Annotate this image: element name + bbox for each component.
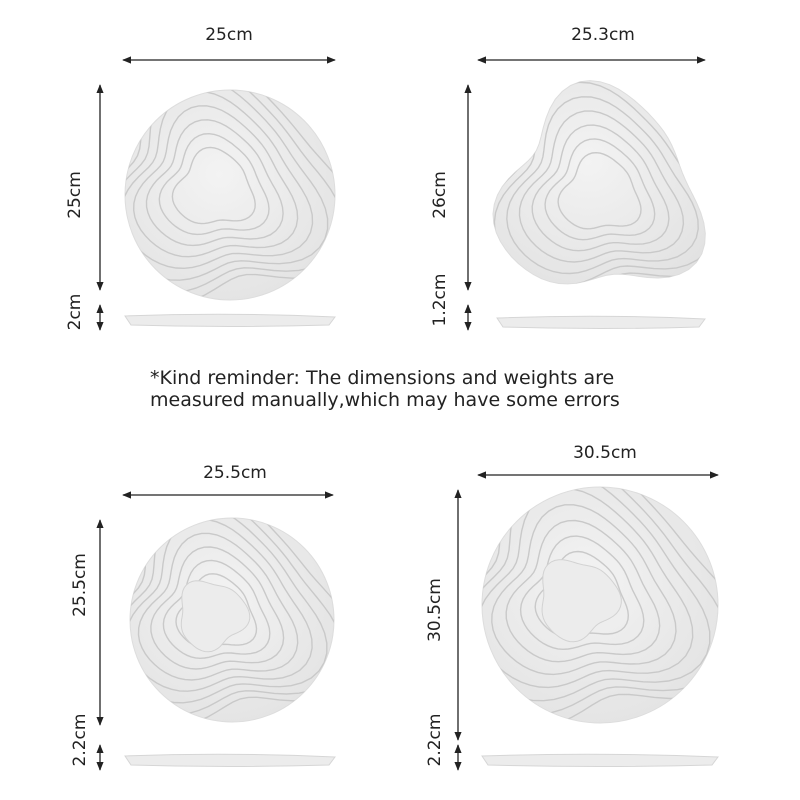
plate-outline <box>124 89 336 301</box>
contour-line <box>175 573 258 649</box>
contour-line <box>171 146 256 225</box>
thickness-label: 2.2cm <box>425 714 445 767</box>
contour-line <box>137 532 299 681</box>
plate <box>492 80 706 285</box>
width-label: 25cm <box>205 25 253 45</box>
contour-line <box>482 487 711 702</box>
contour-line <box>130 518 328 704</box>
contour-line <box>506 96 699 275</box>
contour-line <box>519 535 645 651</box>
contour-line <box>491 504 677 676</box>
thickness-label: 2.2cm <box>70 714 90 767</box>
width-label: 25.5cm <box>203 463 267 483</box>
contours <box>125 90 335 300</box>
contour-line <box>125 90 335 294</box>
contour-line <box>130 518 334 722</box>
contour-line <box>162 559 271 660</box>
plate-side <box>481 753 719 767</box>
plate-side <box>124 313 336 327</box>
height-label: 26cm <box>430 171 450 219</box>
contours <box>130 518 334 722</box>
contour-line <box>125 90 329 281</box>
plate-well <box>541 559 622 643</box>
height-label: 25cm <box>65 171 85 219</box>
plate <box>129 517 335 723</box>
contour-line <box>493 81 706 284</box>
contour-line <box>482 487 718 716</box>
contour-line <box>544 138 656 241</box>
contour-line <box>518 110 685 263</box>
contour-line <box>130 518 313 692</box>
width-label: 30.5cm <box>573 443 637 463</box>
thickness-label: 2cm <box>65 294 85 331</box>
contours <box>482 487 718 723</box>
thickness-label: 1.2cm <box>430 274 450 327</box>
plate <box>124 89 336 301</box>
contour-line <box>125 90 335 300</box>
contour-line <box>534 550 630 638</box>
contour-line <box>130 518 334 716</box>
height-label: 25.5cm <box>70 553 90 617</box>
plate-side <box>124 753 336 767</box>
height-label: 30.5cm <box>425 578 445 642</box>
contour-line <box>482 487 718 723</box>
contour-line <box>132 105 299 258</box>
width-label: 25.3cm <box>571 25 635 45</box>
reminder-line: *Kind reminder: The dimensions and weigh… <box>150 367 614 389</box>
plate <box>481 486 719 724</box>
contour-line <box>531 124 670 252</box>
contour-line <box>505 519 661 663</box>
contour-line <box>482 487 694 689</box>
contour-line <box>557 151 642 230</box>
contour-line <box>125 90 314 270</box>
reminder-line: measured manually,which may have some er… <box>150 389 620 411</box>
contour-line <box>145 119 284 247</box>
contour-line <box>158 132 270 236</box>
contour-line <box>150 546 285 670</box>
plate-well <box>180 580 251 653</box>
plate-side <box>496 315 706 329</box>
